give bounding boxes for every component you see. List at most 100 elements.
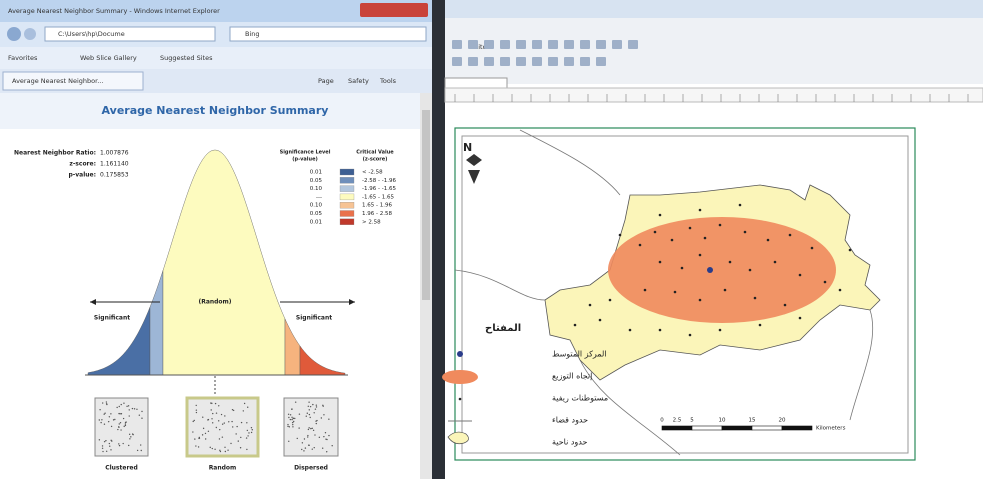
pattern-dot [112,419,115,421]
favorites-label[interactable]: Favorites [8,54,38,62]
tool-icon[interactable] [484,57,494,66]
tool-icon[interactable] [516,40,526,49]
settlement [598,318,602,322]
pattern-boxes: Clustered Random Dispersed [94,396,339,472]
pattern-dot [308,444,310,446]
pattern-dot [292,426,294,428]
p-value: 0.10 [310,203,323,209]
pattern-dot [312,429,315,432]
settlement [608,298,612,302]
arcmap-toolbars [445,18,983,84]
pattern-dot [192,420,194,423]
command[interactable]: Tools [379,77,397,85]
search-box[interactable] [229,26,427,42]
pattern-dot [296,437,298,440]
address-bar[interactable] [44,26,216,42]
pattern-dot [304,447,307,449]
legend-symbol [457,351,463,357]
scale-segment [661,425,693,431]
pattern-dot [246,429,249,432]
tool-icon[interactable] [500,40,510,49]
pattern-dot [307,428,310,431]
tool-icon[interactable] [596,40,606,49]
pattern-dot [291,418,293,421]
window-buttons[interactable] [360,3,428,17]
pattern-dot [221,436,224,438]
pattern-dot [130,436,132,438]
forward-button[interactable] [24,28,36,40]
pattern-dot [108,442,111,445]
pattern-dot [288,426,291,428]
tool-icon[interactable] [564,57,574,66]
tool-icon[interactable] [484,40,494,49]
pattern-dot [101,447,104,450]
pattern-dot [117,428,119,431]
settlement [638,243,642,247]
pattern-dot [221,423,224,425]
pattern-dot [220,413,223,416]
command[interactable]: Safety [348,77,369,85]
scroll-thumb[interactable] [422,110,430,300]
pattern-dot [301,448,303,451]
legend-header: (p-value) [292,157,318,163]
tool-icon[interactable] [580,57,590,66]
pattern-dot [313,412,315,414]
pattern-dot [101,445,104,447]
pattern-dot [100,421,102,424]
tool-icon[interactable] [612,40,622,49]
tool-icon[interactable] [596,57,606,66]
pattern-dot [308,427,310,429]
tool-icon[interactable] [628,40,638,49]
tool-icon[interactable] [516,57,526,66]
scale-segment [721,425,753,431]
settlement [688,226,692,230]
tool-icon[interactable] [468,40,478,49]
pattern-dot [138,414,141,416]
z-range: < -2.58 [362,170,383,176]
tool-icon[interactable] [532,40,542,49]
pattern-dot [248,432,250,434]
pattern-dot [292,420,295,423]
back-button[interactable] [7,27,21,41]
command[interactable]: Page [318,77,334,85]
pattern-dot [232,426,234,428]
toolbar-field[interactable] [444,77,508,89]
z-range: -2.58 - -1.96 [362,178,396,184]
tool-icon[interactable] [452,40,462,49]
pattern-dot [294,401,297,403]
scale-tick: 20 [779,418,786,424]
pattern-dot [246,448,248,451]
tool-icon[interactable] [532,57,542,66]
tool-icon[interactable] [564,40,574,49]
settlement [773,260,777,264]
pattern-dot [326,438,328,441]
pattern-dot [118,443,120,445]
favorites-link[interactable]: Suggested Sites [160,54,213,62]
pattern-dot [224,446,226,449]
pattern-dot [291,408,293,410]
pattern-dot [210,409,212,411]
pattern-dot [120,429,122,431]
legend-symbol [442,370,478,384]
pattern-dot [289,418,292,421]
pattern-dot [292,417,294,420]
tool-icon[interactable] [548,40,558,49]
tab[interactable] [2,71,144,91]
tool-icon[interactable] [468,57,478,66]
pattern-dot [313,446,315,449]
legend-item: حدود ناحية [552,438,587,447]
swatch [339,168,355,176]
favorites-link[interactable]: Web Slice Gallery [80,54,137,62]
curve-region [149,270,164,376]
pattern-dot [236,425,238,428]
tool-icon[interactable] [452,57,462,66]
pattern-dot [118,423,120,425]
pattern-dot [193,419,195,422]
toolbar-label[interactable]: Editor [470,43,490,51]
favorites-bar [0,47,434,69]
pattern-dot [103,413,105,415]
tool-icon[interactable] [580,40,590,49]
tool-icon[interactable] [548,57,558,66]
tool-icon[interactable] [500,57,510,66]
